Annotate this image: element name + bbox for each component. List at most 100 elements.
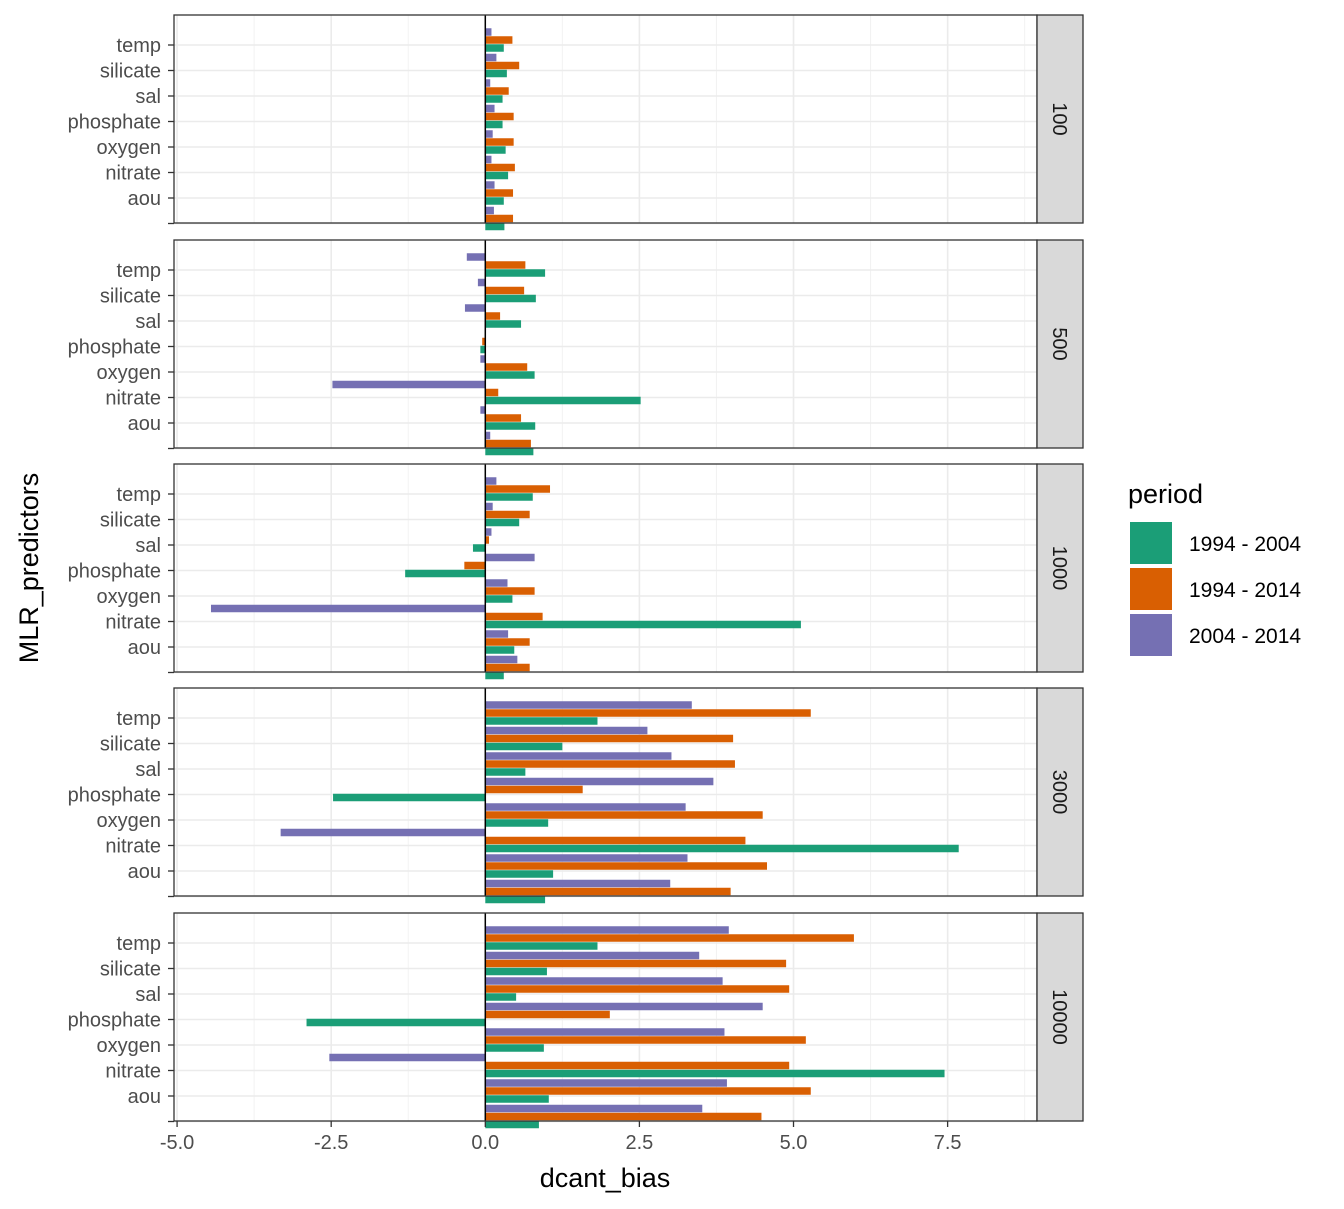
bar bbox=[333, 793, 486, 802]
y-tick-label: temp bbox=[117, 260, 161, 282]
panel-10000: temp silicate sal phosphate oxygen nitrate aou… bbox=[68, 912, 1084, 1129]
bar bbox=[485, 819, 549, 827]
bar bbox=[485, 112, 514, 121]
bar bbox=[485, 887, 731, 896]
bar bbox=[485, 1079, 727, 1087]
y-tick-label: oxygen bbox=[97, 362, 162, 384]
bar bbox=[485, 967, 547, 976]
x-axis-title: dcant_bias bbox=[540, 1163, 671, 1193]
y-tick-label: aou bbox=[128, 413, 161, 435]
facet-strip-label: 3000 bbox=[1048, 770, 1070, 815]
facet-strip bbox=[1036, 687, 1084, 897]
legend-swatch bbox=[1130, 568, 1172, 610]
bar bbox=[485, 1112, 762, 1121]
y-tick-label: nitrate bbox=[105, 1061, 161, 1083]
bar bbox=[405, 569, 486, 578]
y-tick-label: sal bbox=[135, 535, 161, 557]
bar bbox=[485, 485, 551, 493]
x-tick-label: -5.0 bbox=[160, 1132, 194, 1154]
facet-strip-label: 500 bbox=[1048, 327, 1070, 360]
y-tick-label: oxygen bbox=[97, 810, 162, 832]
y-tick-label: aou bbox=[128, 1086, 161, 1108]
y-tick-label: phosphate bbox=[68, 337, 161, 359]
legend-swatch bbox=[1130, 614, 1172, 656]
y-tick-label: silicate bbox=[100, 734, 161, 756]
legend-label: 1994 - 2014 bbox=[1189, 579, 1301, 602]
x-tick-label: 2.5 bbox=[625, 1132, 653, 1154]
bar bbox=[485, 1069, 945, 1078]
bar bbox=[485, 717, 598, 725]
bar bbox=[485, 163, 515, 172]
bar bbox=[485, 1044, 544, 1052]
bar bbox=[485, 655, 518, 664]
x-axis: -5.0 -2.5 0.0 2.5 5.0 7.5 bbox=[160, 1121, 962, 1154]
facet-strip bbox=[1036, 14, 1084, 224]
bar bbox=[485, 87, 509, 95]
bar bbox=[485, 1028, 725, 1036]
bar bbox=[485, 130, 493, 138]
panels: temp silicate sal phosphate oxygen nitrate aou… bbox=[68, 14, 1084, 1129]
y-tick-label: nitrate bbox=[105, 388, 161, 410]
y-tick-label: aou bbox=[128, 188, 161, 210]
bar bbox=[485, 934, 854, 942]
y-tick-label: phosphate bbox=[68, 561, 161, 583]
bar bbox=[485, 28, 492, 36]
bar bbox=[485, 895, 546, 904]
bar bbox=[210, 604, 486, 613]
y-tick-label: temp bbox=[117, 484, 161, 506]
y-tick-label: sal bbox=[135, 759, 161, 781]
bar bbox=[482, 337, 486, 346]
bar bbox=[485, 294, 536, 303]
bar bbox=[477, 278, 486, 287]
legend: period 1994 - 2004 1994 - 2014 2004 - 2014 bbox=[1128, 479, 1301, 656]
bar bbox=[485, 768, 526, 776]
y-tick-label: nitrate bbox=[105, 612, 161, 634]
facet-strip bbox=[1036, 239, 1084, 449]
bar bbox=[485, 214, 514, 223]
bar bbox=[485, 493, 533, 501]
bar bbox=[485, 95, 503, 103]
bar bbox=[485, 371, 535, 379]
y-tick-label: temp bbox=[117, 35, 161, 57]
bar bbox=[485, 646, 515, 654]
bar bbox=[466, 253, 486, 261]
bar bbox=[329, 1053, 486, 1062]
bar bbox=[485, 536, 489, 544]
bar bbox=[485, 44, 504, 52]
bar bbox=[485, 1061, 790, 1070]
bar bbox=[485, 79, 491, 87]
panel-1000: temp silicate sal phosphate oxygen nitrate aou… bbox=[68, 463, 1084, 680]
bar bbox=[485, 587, 535, 595]
bar bbox=[485, 502, 493, 511]
panel-background bbox=[174, 240, 1037, 448]
y-tick-label: temp bbox=[117, 708, 161, 730]
bar bbox=[485, 612, 543, 621]
y-tick-label: aou bbox=[128, 637, 161, 659]
bar bbox=[485, 53, 497, 62]
bar bbox=[485, 261, 526, 269]
legend-swatch bbox=[1130, 522, 1172, 564]
x-tick-label: 7.5 bbox=[934, 1132, 962, 1154]
bar bbox=[485, 414, 522, 422]
bar bbox=[332, 380, 486, 389]
x-tick-label: 0.0 bbox=[471, 1132, 499, 1154]
y-tick-label: phosphate bbox=[68, 1010, 161, 1032]
bar bbox=[485, 701, 692, 709]
y-tick-label: phosphate bbox=[68, 785, 161, 807]
bar bbox=[485, 197, 504, 205]
y-tick-label: nitrate bbox=[105, 836, 161, 858]
y-tick-label: sal bbox=[135, 86, 161, 108]
bar bbox=[485, 811, 763, 819]
bar bbox=[480, 355, 486, 363]
facet-strip-label: 100 bbox=[1048, 102, 1070, 135]
bar bbox=[485, 777, 714, 786]
facet-strip bbox=[1036, 463, 1084, 673]
bar bbox=[485, 959, 787, 968]
bar bbox=[485, 553, 535, 562]
bar bbox=[485, 1104, 703, 1113]
panel-100: temp silicate sal phosphate oxygen nitrate aou… bbox=[68, 14, 1084, 231]
bar bbox=[485, 671, 504, 680]
bar bbox=[485, 760, 735, 768]
bar bbox=[480, 406, 486, 414]
